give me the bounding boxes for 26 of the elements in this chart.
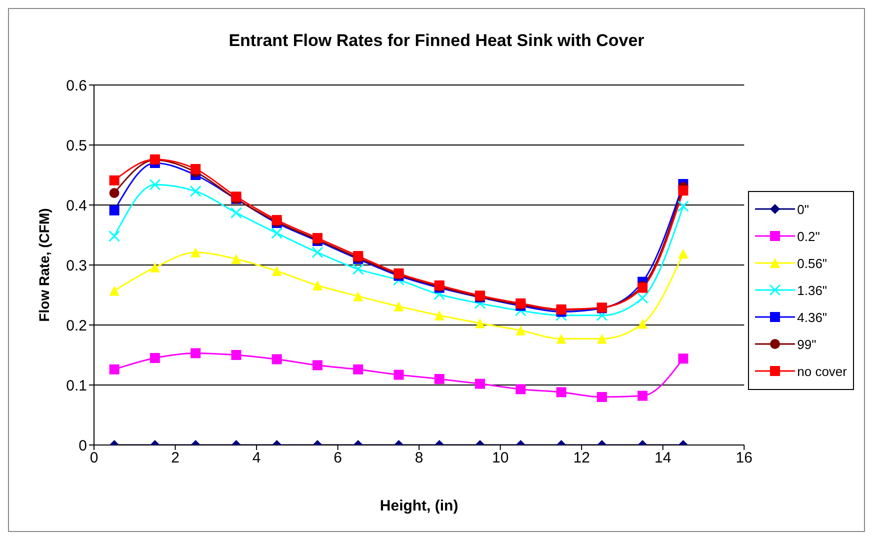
y-axis-title: Flow Rate, (CFM) bbox=[36, 208, 52, 322]
x-tick-label: 0 bbox=[90, 450, 98, 467]
legend-label: 1.36" bbox=[797, 282, 828, 298]
x-tick-label: 14 bbox=[654, 450, 672, 467]
legend-label: 0.2" bbox=[797, 228, 820, 244]
legend-label: 0.56" bbox=[797, 256, 828, 270]
y-tick-label: 0.4 bbox=[66, 197, 87, 214]
x-tick-label: 4 bbox=[252, 450, 261, 467]
y-tick-label: 0.1 bbox=[66, 377, 87, 394]
x-tick-label: 12 bbox=[573, 450, 590, 467]
x-tick-label: 16 bbox=[736, 450, 752, 467]
y-tick-label: 0.2 bbox=[66, 317, 87, 334]
y-tick-label: 0.5 bbox=[66, 137, 87, 154]
x-tick-label: 6 bbox=[334, 450, 342, 467]
x-tick-label: 10 bbox=[492, 450, 509, 467]
y-tick-label: 0.6 bbox=[66, 77, 87, 94]
x-tick-label: 8 bbox=[414, 450, 424, 467]
x-tick-label: 2 bbox=[171, 450, 180, 467]
legend-label: 99" bbox=[797, 336, 816, 352]
legend-label: 0" bbox=[797, 202, 809, 216]
legend-label: no cover bbox=[797, 364, 847, 378]
legend-label: 4.36" bbox=[797, 310, 828, 324]
y-tick-label: 0.3 bbox=[66, 257, 87, 274]
y-tick-label: 0 bbox=[78, 437, 87, 454]
x-axis-title: Height, (in) bbox=[380, 498, 458, 515]
chart-title: Entrant Flow Rates for Finned Heat Sink with Cover bbox=[228, 31, 646, 52]
